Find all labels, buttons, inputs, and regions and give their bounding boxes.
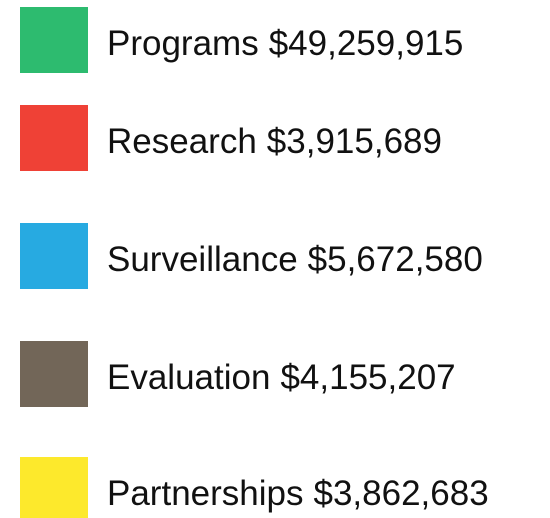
legend-label: Programs $49,259,915 [107,24,463,63]
legend-amount: $4,155,207 [280,358,455,397]
legend-amount: $49,259,915 [269,24,464,63]
legend-name: Surveillance [107,240,298,279]
legend-item: Partnerships $3,862,683 [20,457,489,518]
legend-name: Programs [107,24,259,63]
legend-amount: $5,672,580 [308,240,483,279]
legend-amount: $3,915,689 [267,122,442,161]
legend-swatch [20,105,88,171]
legend-label: Evaluation $4,155,207 [107,358,456,397]
legend-label: Partnerships $3,862,683 [107,474,489,513]
legend-label: Research $3,915,689 [107,122,442,161]
legend-name: Research [107,122,257,161]
legend-swatch [20,341,88,407]
legend-item: Evaluation $4,155,207 [20,341,456,407]
legend-name: Partnerships [107,474,303,513]
legend-item: Surveillance $5,672,580 [20,223,483,289]
legend-label: Surveillance $5,672,580 [107,240,483,279]
legend-swatch [20,457,88,518]
legend-name: Evaluation [107,358,270,397]
legend-amount: $3,862,683 [313,474,488,513]
legend-swatch [20,7,88,73]
legend-item: Research $3,915,689 [20,105,442,171]
legend-item: Programs $49,259,915 [20,7,463,73]
legend-swatch [20,223,88,289]
